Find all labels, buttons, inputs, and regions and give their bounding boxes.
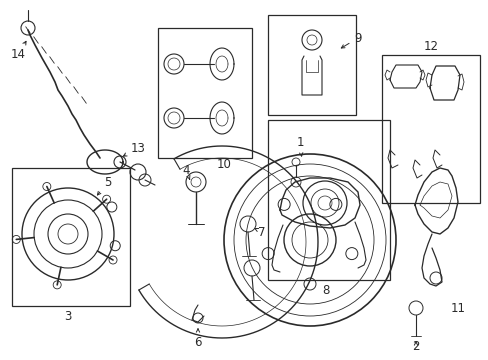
Text: 12: 12 [423, 40, 438, 53]
Text: 5: 5 [97, 175, 111, 195]
Text: 8: 8 [322, 284, 329, 297]
Text: 9: 9 [341, 31, 361, 48]
Text: 1: 1 [296, 135, 303, 156]
Bar [381, 55, 479, 203]
Text: 6: 6 [194, 329, 202, 348]
Text: 14: 14 [10, 41, 26, 62]
Bar [158, 28, 251, 158]
Bar [12, 168, 130, 306]
Text: 7: 7 [254, 225, 265, 238]
Bar [267, 120, 389, 280]
Text: 3: 3 [64, 310, 72, 323]
Bar [267, 15, 355, 115]
Text: 2: 2 [411, 339, 419, 352]
Text: 4: 4 [182, 163, 189, 179]
Text: 10: 10 [216, 158, 231, 171]
Text: 13: 13 [123, 141, 145, 156]
Text: 11: 11 [449, 302, 465, 315]
